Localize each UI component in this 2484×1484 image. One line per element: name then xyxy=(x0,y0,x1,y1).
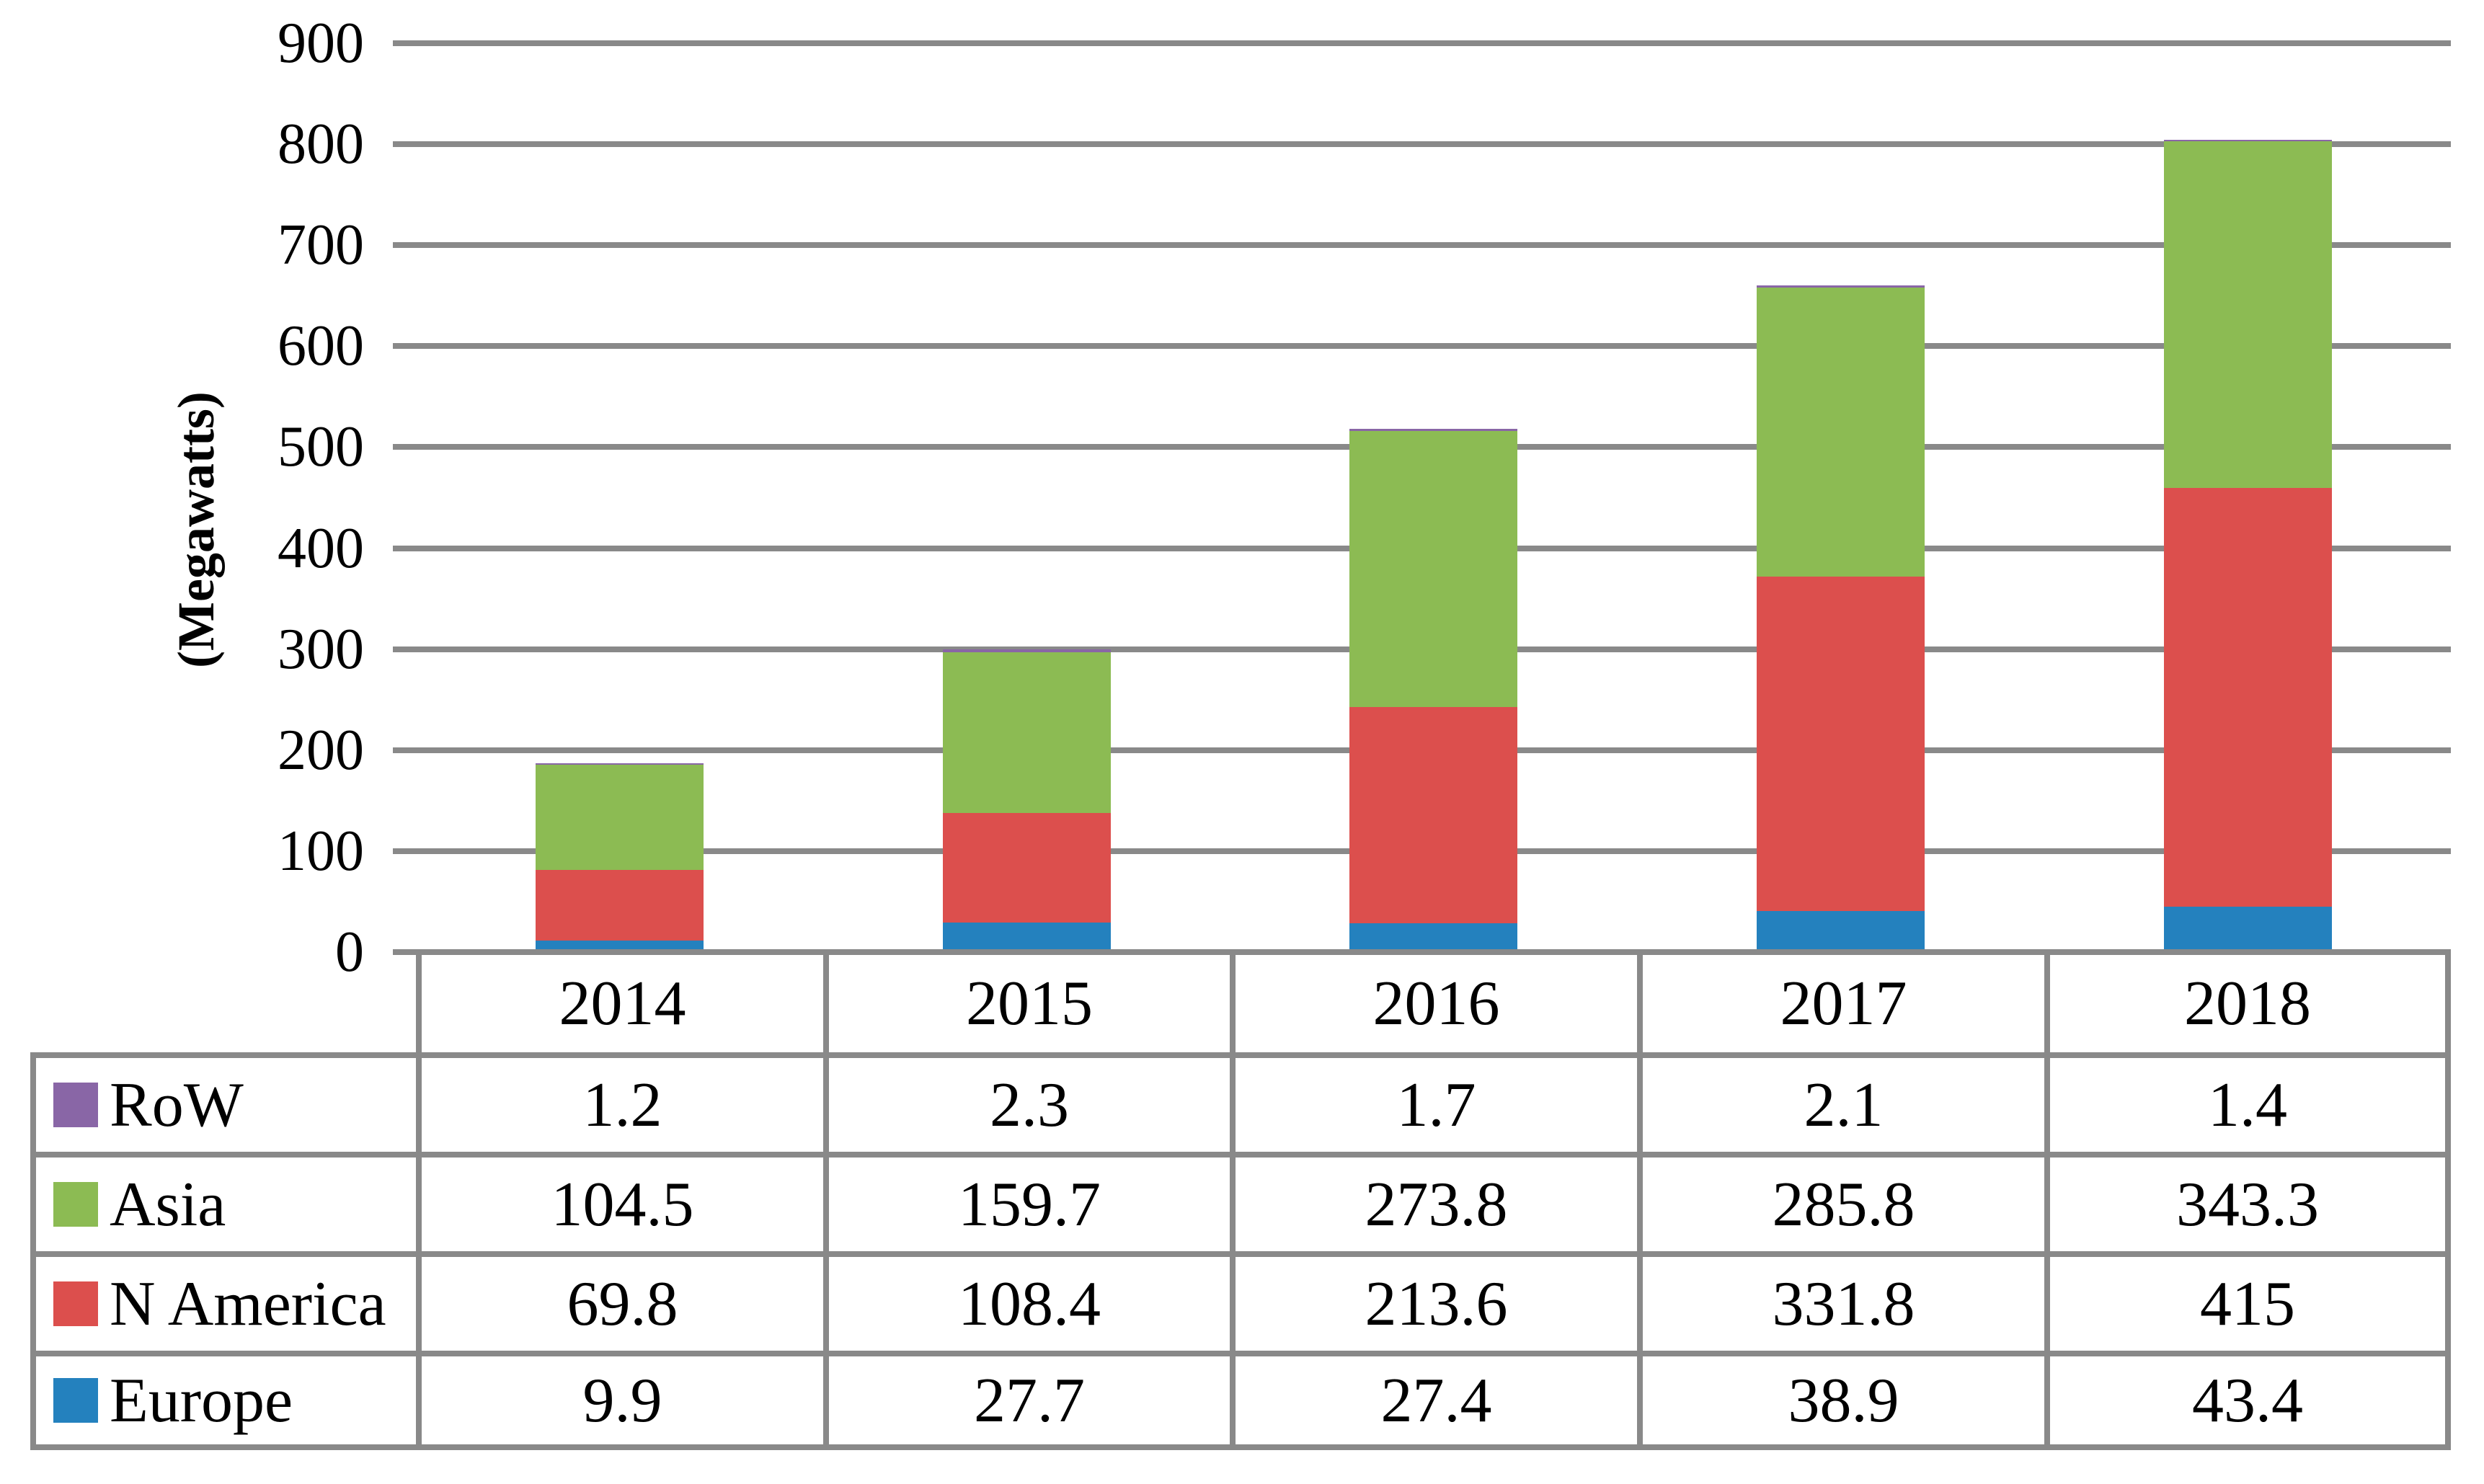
y-tick-label: 100 xyxy=(278,819,364,883)
bar-segment-row-2015 xyxy=(942,649,1111,652)
value-cell-asia-2014: 104.5 xyxy=(416,1152,823,1251)
bar-segment-europe-2016 xyxy=(1349,923,1517,951)
legend-cell-n-america: N America xyxy=(30,1251,416,1351)
n-america-legend-swatch-icon xyxy=(53,1281,98,1326)
y-tick-label: 200 xyxy=(278,718,364,782)
legend-label-row: RoW xyxy=(110,1070,244,1140)
year-header-cell-2018: 2018 xyxy=(2044,949,2451,1052)
row-legend-swatch-icon xyxy=(53,1083,98,1127)
bar-segment-n-america-2015 xyxy=(942,813,1111,923)
bar-segment-n-america-2017 xyxy=(1757,576,1925,912)
bar-segment-row-2016 xyxy=(1349,429,1517,431)
value-cell-europe-2016: 27.4 xyxy=(1230,1351,1637,1450)
value-cell-n-america-2016: 213.6 xyxy=(1230,1251,1637,1351)
bar-segment-asia-2015 xyxy=(942,652,1111,814)
table-corner-cell xyxy=(30,949,416,1052)
value-cell-row-2016: 1.7 xyxy=(1230,1052,1637,1152)
year-header-cell-2017: 2017 xyxy=(1637,949,2044,1052)
value-cell-asia-2015: 159.7 xyxy=(823,1152,1230,1251)
gridline xyxy=(393,40,2451,46)
y-tick-label: 500 xyxy=(278,415,364,479)
bar-segment-europe-2014 xyxy=(536,941,704,951)
gridline xyxy=(393,242,2451,249)
year-header-cell-2015: 2015 xyxy=(823,949,1230,1052)
y-tick-label: 0 xyxy=(335,920,364,984)
value-cell-europe-2017: 38.9 xyxy=(1637,1351,2044,1450)
gridline xyxy=(393,343,2451,350)
value-cell-row-2015: 2.3 xyxy=(823,1052,1230,1152)
value-cell-row-2014: 1.2 xyxy=(416,1052,823,1152)
legend-cell-asia: Asia xyxy=(30,1152,416,1251)
data-table: 2014 2015 2016 2017 2018 RoW 1.2 2.3 1.7 2.1 1.4 As… xyxy=(30,949,2451,1456)
bar-segment-row-2014 xyxy=(536,763,704,765)
value-cell-n-america-2014: 69.8 xyxy=(416,1251,823,1351)
asia-legend-swatch-icon xyxy=(53,1182,98,1227)
bar-segment-n-america-2018 xyxy=(2163,487,2332,907)
legend-cell-europe: Europe xyxy=(30,1351,416,1450)
legend-label-asia: Asia xyxy=(110,1169,226,1240)
y-tick-label: 400 xyxy=(278,516,364,580)
legend-label-europe: Europe xyxy=(110,1365,293,1436)
value-cell-asia-2018: 343.3 xyxy=(2044,1152,2451,1251)
value-cell-n-america-2018: 415 xyxy=(2044,1251,2451,1351)
value-cell-asia-2016: 273.8 xyxy=(1230,1152,1637,1251)
y-tick-label: 600 xyxy=(278,314,364,378)
y-tick-label: 900 xyxy=(278,12,364,75)
bar-segment-asia-2014 xyxy=(536,764,704,871)
bar-segment-asia-2018 xyxy=(2163,141,2332,488)
y-tick-label: 300 xyxy=(278,617,364,681)
bar-segment-europe-2015 xyxy=(942,923,1111,951)
value-cell-row-2018: 1.4 xyxy=(2044,1052,2451,1152)
bar-segment-asia-2016 xyxy=(1349,430,1517,708)
europe-legend-swatch-icon xyxy=(53,1378,98,1423)
value-cell-europe-2015: 27.7 xyxy=(823,1351,1230,1450)
bar-segment-europe-2017 xyxy=(1757,911,1925,951)
bar-segment-row-2018 xyxy=(2163,139,2332,141)
year-header-cell-2014: 2014 xyxy=(416,949,823,1052)
value-cell-n-america-2017: 331.8 xyxy=(1637,1251,2044,1351)
bar-segment-row-2017 xyxy=(1757,285,1925,288)
y-tick-label: 800 xyxy=(278,112,364,177)
legend-label-n-america: N America xyxy=(110,1268,386,1339)
value-cell-n-america-2015: 108.4 xyxy=(823,1251,1230,1351)
legend-cell-row: RoW xyxy=(30,1052,416,1152)
bar-segment-n-america-2016 xyxy=(1349,707,1517,923)
gridline xyxy=(393,141,2451,148)
value-cell-asia-2017: 285.8 xyxy=(1637,1152,2044,1251)
value-cell-europe-2014: 9.9 xyxy=(416,1351,823,1450)
bar-segment-n-america-2014 xyxy=(536,870,704,941)
value-cell-europe-2018: 43.4 xyxy=(2044,1351,2451,1450)
value-cell-row-2017: 2.1 xyxy=(1637,1052,2044,1152)
year-header-cell-2016: 2016 xyxy=(1230,949,1637,1052)
bar-segment-europe-2018 xyxy=(2163,907,2332,951)
y-tick-label: 700 xyxy=(278,213,364,277)
bar-segment-asia-2017 xyxy=(1757,288,1925,577)
